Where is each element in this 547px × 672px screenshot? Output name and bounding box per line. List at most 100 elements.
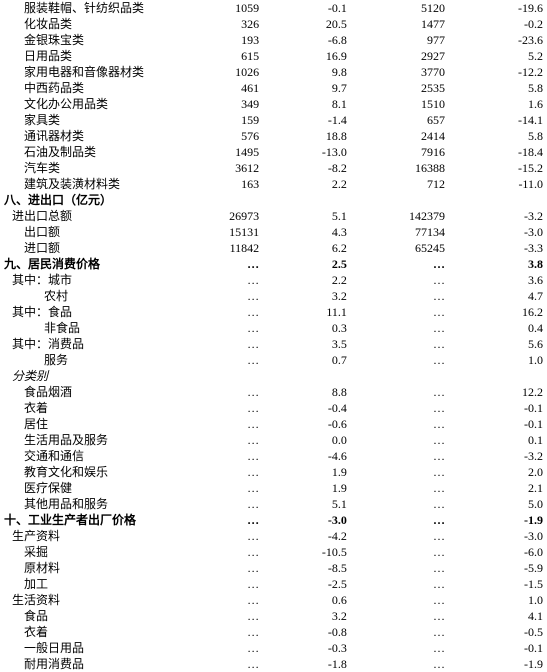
cell-v2: 0.6 [263, 592, 351, 608]
row-label: 生活用品及服务 [0, 432, 181, 448]
cell-v4: 5.2 [449, 48, 547, 64]
cell-v4: 3.8 [449, 256, 547, 272]
cell-v3: … [351, 320, 449, 336]
cell-v4: 5.8 [449, 80, 547, 96]
cell-v2: 5.1 [263, 496, 351, 512]
table-row: 十、工业生产者出厂价格…-3.0…-1.9 [0, 512, 547, 528]
table-row: 非食品…0.3…0.4 [0, 320, 547, 336]
cell-v4: -0.5 [449, 624, 547, 640]
table-row: 食品烟酒…8.8…12.2 [0, 384, 547, 400]
table-row: 加工…-2.5…-1.5 [0, 576, 547, 592]
table-row: 衣着…-0.8…-0.5 [0, 624, 547, 640]
row-label: 交通和通信 [0, 448, 181, 464]
cell-v4: 0.1 [449, 432, 547, 448]
cell-v4: -0.2 [449, 16, 547, 32]
cell-v1: … [181, 656, 264, 672]
cell-v1: … [181, 480, 264, 496]
cell-v2: 8.1 [263, 96, 351, 112]
cell-v1: 11842 [181, 240, 264, 256]
cell-v1: … [181, 528, 264, 544]
cell-v2: 3.5 [263, 336, 351, 352]
table-row: 交通和通信…-4.6…-3.2 [0, 448, 547, 464]
cell-v4 [449, 368, 547, 384]
row-label: 九、居民消费价格 [0, 256, 181, 272]
cell-v4: 2.0 [449, 464, 547, 480]
row-label: 日用品类 [0, 48, 181, 64]
cell-v1: 576 [181, 128, 264, 144]
table-row: 化妆品类32620.51477-0.2 [0, 16, 547, 32]
table-row: 服装鞋帽、针纺织品类1059-0.15120-19.6 [0, 0, 547, 16]
cell-v3: … [351, 256, 449, 272]
cell-v2: 3.2 [263, 608, 351, 624]
cell-v2: -13.0 [263, 144, 351, 160]
cell-v1: 1026 [181, 64, 264, 80]
cell-v4: 0.4 [449, 320, 547, 336]
cell-v3: … [351, 400, 449, 416]
cell-v3: … [351, 480, 449, 496]
table-row: 八、进出口（亿元） [0, 192, 547, 208]
table-row: 其他用品和服务…5.1…5.0 [0, 496, 547, 512]
cell-v1: … [181, 464, 264, 480]
row-label: 建筑及装潢材料类 [0, 176, 181, 192]
row-label: 耐用消费品 [0, 656, 181, 672]
table-row: 其中：城市…2.2…3.6 [0, 272, 547, 288]
cell-v3: … [351, 576, 449, 592]
cell-v4: -0.1 [449, 416, 547, 432]
row-label: 分类别 [0, 368, 181, 384]
cell-v1: 159 [181, 112, 264, 128]
table-row: 采掘…-10.5…-6.0 [0, 544, 547, 560]
cell-v4: -0.1 [449, 400, 547, 416]
cell-v4: -3.0 [449, 528, 547, 544]
cell-v3: 712 [351, 176, 449, 192]
table-row: 石油及制品类1495-13.07916-18.4 [0, 144, 547, 160]
cell-v3: 2414 [351, 128, 449, 144]
cell-v1: … [181, 384, 264, 400]
table-row: 其中：消费品…3.5…5.6 [0, 336, 547, 352]
row-label: 生活资料 [0, 592, 181, 608]
cell-v4: -3.0 [449, 224, 547, 240]
cell-v2: 6.2 [263, 240, 351, 256]
cell-v3: 7916 [351, 144, 449, 160]
row-label: 其中：消费品 [0, 336, 181, 352]
cell-v4: -3.2 [449, 448, 547, 464]
row-label: 一般日用品 [0, 640, 181, 656]
cell-v3: 5120 [351, 0, 449, 16]
table-row: 通讯器材类57618.824145.8 [0, 128, 547, 144]
cell-v2: -0.4 [263, 400, 351, 416]
cell-v1: … [181, 432, 264, 448]
row-label: 医疗保健 [0, 480, 181, 496]
row-label: 原材料 [0, 560, 181, 576]
table-row: 农村…3.2…4.7 [0, 288, 547, 304]
cell-v2: 2.5 [263, 256, 351, 272]
table-row: 教育文化和娱乐…1.9…2.0 [0, 464, 547, 480]
cell-v1: … [181, 512, 264, 528]
stats-table: 服装鞋帽、针纺织品类1059-0.15120-19.6化妆品类32620.514… [0, 0, 547, 672]
cell-v4: 4.1 [449, 608, 547, 624]
cell-v4 [449, 192, 547, 208]
cell-v3: … [351, 336, 449, 352]
cell-v2: 1.9 [263, 480, 351, 496]
cell-v1: 26973 [181, 208, 264, 224]
cell-v3: 977 [351, 32, 449, 48]
table-row: 建筑及装潢材料类1632.2712-11.0 [0, 176, 547, 192]
cell-v1: … [181, 560, 264, 576]
row-label: 服装鞋帽、针纺织品类 [0, 0, 181, 16]
row-label: 非食品 [0, 320, 181, 336]
table-row: 居住…-0.6…-0.1 [0, 416, 547, 432]
row-label: 其中：城市 [0, 272, 181, 288]
table-row: 衣着…-0.4…-0.1 [0, 400, 547, 416]
cell-v3: … [351, 432, 449, 448]
cell-v3 [351, 192, 449, 208]
cell-v1: … [181, 576, 264, 592]
cell-v4: 16.2 [449, 304, 547, 320]
cell-v2: -0.1 [263, 0, 351, 16]
cell-v1: … [181, 272, 264, 288]
cell-v1: 1495 [181, 144, 264, 160]
cell-v1: … [181, 496, 264, 512]
table-row: 出口额151314.377134-3.0 [0, 224, 547, 240]
cell-v1: 3612 [181, 160, 264, 176]
cell-v3: … [351, 448, 449, 464]
cell-v4: -1.9 [449, 512, 547, 528]
table-row: 生活用品及服务…0.0…0.1 [0, 432, 547, 448]
cell-v4: -15.2 [449, 160, 547, 176]
